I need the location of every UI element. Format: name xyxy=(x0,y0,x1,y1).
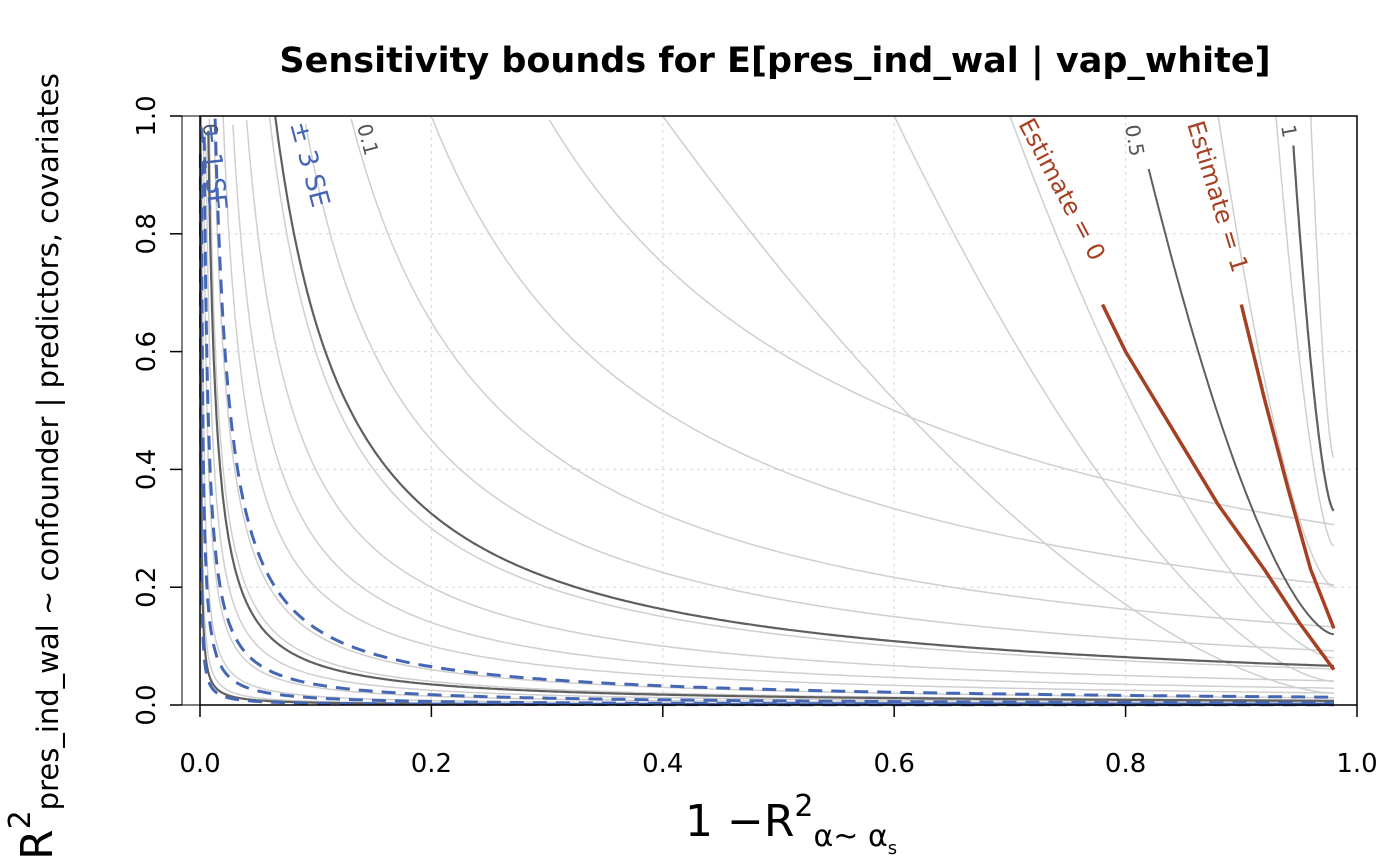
bias-contours-minor xyxy=(200,115,1335,706)
y-axis: 0.0 0.2 0.4 0.6 0.8 1.0 xyxy=(132,95,182,726)
y-tick-label-5: 1.0 xyxy=(132,95,162,136)
estimate-contours xyxy=(1100,303,1336,671)
y-tick-label-1: 0.2 xyxy=(132,567,162,608)
x-tick-label-1: 0.2 xyxy=(411,749,452,779)
bias-contour-major-2 xyxy=(274,116,1335,667)
x-tick-label-0: 0.0 xyxy=(179,749,220,779)
bias-contour-major-0 xyxy=(199,116,1334,706)
contour-label-1: 1 xyxy=(1276,123,1302,140)
se-contour-1 xyxy=(200,161,1334,706)
svg-text:R2pres_ind_wal ~ confounder |: R2pres_ind_wal ~ confounder | predictors… xyxy=(3,73,65,860)
se-3-label: ± 3 SE xyxy=(283,118,335,211)
x-axis-label-prefix: 1 −R xyxy=(685,796,794,847)
bias-contour-minor-8 xyxy=(245,120,1335,682)
estimate-contour-0 xyxy=(1100,303,1336,671)
bias-contour-minor-mid2 xyxy=(893,115,1334,683)
bias-contour-major-1 xyxy=(207,130,1334,702)
bias-contour-minor-10 xyxy=(304,124,1335,652)
plot-frame xyxy=(199,115,1358,706)
bias-contour-minor-11 xyxy=(350,118,1335,628)
se-contour-3 xyxy=(213,118,1335,699)
se-1-label: ± 1 SE xyxy=(193,122,232,212)
x-tick-label-4: 0.8 xyxy=(1105,749,1146,779)
y-axis-label-sub: pres_ind_wal ~ confounder | predictors, … xyxy=(31,73,65,810)
svg-text:1 −R2α~ αs: 1 −R2α~ αs xyxy=(685,789,897,859)
contour-label-0: 0 xyxy=(198,123,223,137)
y-tick-label-4: 0.8 xyxy=(132,213,162,254)
contour-label-0.1: 0.1 xyxy=(352,121,383,158)
se-contour-0 xyxy=(198,153,1334,707)
bias-contour-minor-right-1 xyxy=(1217,115,1335,588)
y-tick-label-3: 0.6 xyxy=(132,331,162,372)
bias-contour-1 xyxy=(1292,145,1335,512)
bias-contour-minor-12 xyxy=(431,117,1335,586)
grid xyxy=(199,115,1358,706)
estimate-contour-1 xyxy=(1239,304,1336,630)
bias-contour-minor-9 xyxy=(268,117,1335,670)
y-axis-label-sup: 2 xyxy=(3,810,38,829)
x-axis: 0.0 0.2 0.4 0.6 0.8 1.0 xyxy=(179,705,1378,779)
contour-label-0.5: 0.5 xyxy=(1120,123,1149,158)
x-tick-label-5: 1.0 xyxy=(1336,749,1377,779)
estimate-0-label: Estimate = 0 xyxy=(1013,114,1111,265)
bias-contour-minor-6 xyxy=(222,115,1335,694)
x-axis-label-sub: α~ α xyxy=(814,819,888,854)
bias-contour-minor-right-3 xyxy=(1309,115,1335,459)
bias-contour-minor-7 xyxy=(232,124,1335,689)
bias-contour-minor-13 xyxy=(548,119,1335,526)
se-contour-2 xyxy=(202,136,1334,705)
y-axis-label-main: R xyxy=(12,829,63,860)
estimate-1-label: Estimate = 1 xyxy=(1181,118,1254,276)
plot-box xyxy=(181,115,1358,706)
x-axis-label-subsub: s xyxy=(888,838,897,859)
chart-title: Sensitivity bounds for E[pres_ind_wal | … xyxy=(279,41,1270,81)
x-tick-label-3: 0.6 xyxy=(874,749,915,779)
x-tick-label-2: 0.4 xyxy=(642,749,683,779)
x-axis-label: 1 −R2α~ αs xyxy=(685,789,897,859)
bias-contour-0.5 xyxy=(1147,168,1335,636)
bias-contour-minor-3 xyxy=(205,144,1334,703)
y-axis-label: R2pres_ind_wal ~ confounder | predictors… xyxy=(3,73,65,860)
y-tick-label-0: 0.0 xyxy=(132,684,162,725)
y-tick-label-2: 0.4 xyxy=(132,449,162,490)
bias-contours-major xyxy=(199,116,1335,706)
x-axis-label-sup: 2 xyxy=(794,789,813,824)
contour-labels: 0.1 0.5 1 0 Estimate = 0 Estimate = 1 ± … xyxy=(193,114,1302,276)
bias-contour-minor-0 xyxy=(200,208,1334,706)
bias-contour-minor-right-0 xyxy=(1009,115,1335,659)
bias-contour-minor-mid xyxy=(662,115,1334,694)
bias-contour-minor-right-2 xyxy=(1275,115,1335,547)
